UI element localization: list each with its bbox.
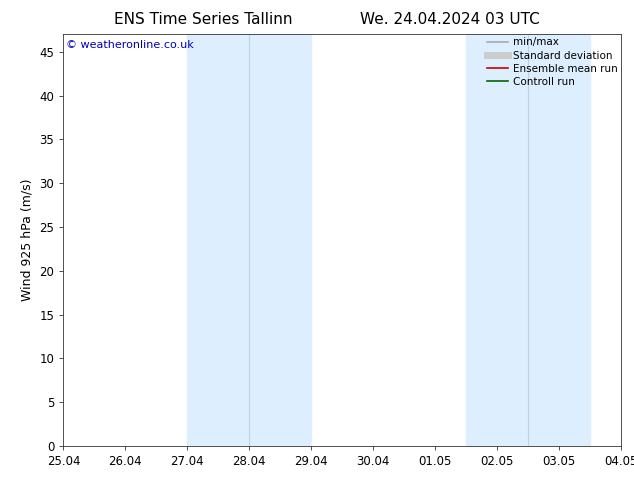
Text: ENS Time Series Tallinn: ENS Time Series Tallinn: [113, 12, 292, 27]
Legend: min/max, Standard deviation, Ensemble mean run, Controll run: min/max, Standard deviation, Ensemble me…: [488, 37, 618, 87]
Text: We. 24.04.2024 03 UTC: We. 24.04.2024 03 UTC: [360, 12, 540, 27]
Y-axis label: Wind 925 hPa (m/s): Wind 925 hPa (m/s): [21, 179, 34, 301]
Bar: [188, 34, 311, 446]
Text: © weatheronline.co.uk: © weatheronline.co.uk: [66, 41, 194, 50]
Bar: [467, 34, 590, 446]
